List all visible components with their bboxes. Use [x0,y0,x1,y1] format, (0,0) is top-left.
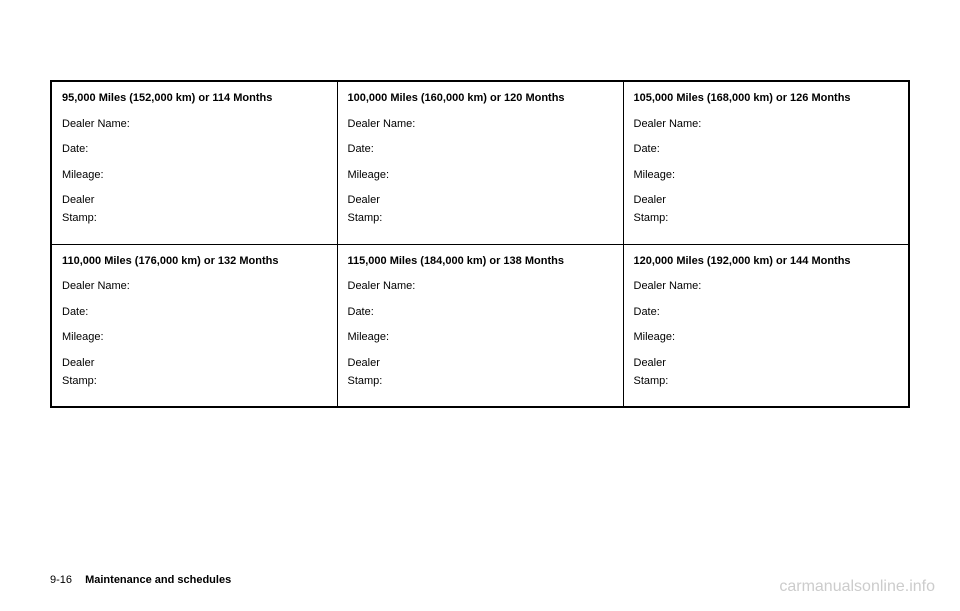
cell-field: Dealer Name: [634,116,899,134]
cell-field: Mileage: [634,329,899,347]
cell-field: DealerStamp: [348,192,613,227]
cell-field: DealerStamp: [634,355,899,390]
maintenance-cell: 100,000 Miles (160,000 km) or 120 Months… [337,81,623,244]
page-number: 9-16 [50,574,72,586]
cell-field: Mileage: [634,167,899,185]
cell-field: Dealer Name: [62,116,327,134]
cell-header: 110,000 Miles (176,000 km) or 132 Months [62,253,327,271]
cell-field: Dealer Name: [348,116,613,134]
cell-field: Date: [62,304,327,322]
cell-field: Date: [634,141,899,159]
maintenance-cell: 105,000 Miles (168,000 km) or 126 Months… [623,81,909,244]
cell-field: Date: [62,141,327,159]
cell-header: 95,000 Miles (152,000 km) or 114 Months [62,90,327,108]
cell-field: Date: [348,304,613,322]
cell-field: Dealer Name: [634,278,899,296]
cell-field: Mileage: [62,167,327,185]
cell-field: Mileage: [62,329,327,347]
cell-header: 105,000 Miles (168,000 km) or 126 Months [634,90,899,108]
cell-field: Mileage: [348,167,613,185]
maintenance-cell: 95,000 Miles (152,000 km) or 114 Months … [51,81,337,244]
cell-field: DealerStamp: [62,192,327,227]
cell-header: 120,000 Miles (192,000 km) or 144 Months [634,253,899,271]
maintenance-cell: 120,000 Miles (192,000 km) or 144 Months… [623,244,909,407]
maintenance-log-table: 95,000 Miles (152,000 km) or 114 Months … [50,80,910,408]
cell-header: 115,000 Miles (184,000 km) or 138 Months [348,253,613,271]
cell-field: Date: [348,141,613,159]
section-title: Maintenance and schedules [85,574,231,586]
cell-field: DealerStamp: [62,355,327,390]
page-footer: 9-16 Maintenance and schedules [50,574,231,586]
table-row: 95,000 Miles (152,000 km) or 114 Months … [51,81,909,244]
cell-field: Date: [634,304,899,322]
cell-field: Dealer Name: [62,278,327,296]
maintenance-cell: 115,000 Miles (184,000 km) or 138 Months… [337,244,623,407]
cell-field: Mileage: [348,329,613,347]
cell-header: 100,000 Miles (160,000 km) or 120 Months [348,90,613,108]
cell-field: DealerStamp: [634,192,899,227]
cell-field: Dealer Name: [348,278,613,296]
maintenance-cell: 110,000 Miles (176,000 km) or 132 Months… [51,244,337,407]
cell-field: DealerStamp: [348,355,613,390]
watermark: carmanualsonline.info [779,578,935,596]
table-row: 110,000 Miles (176,000 km) or 132 Months… [51,244,909,407]
